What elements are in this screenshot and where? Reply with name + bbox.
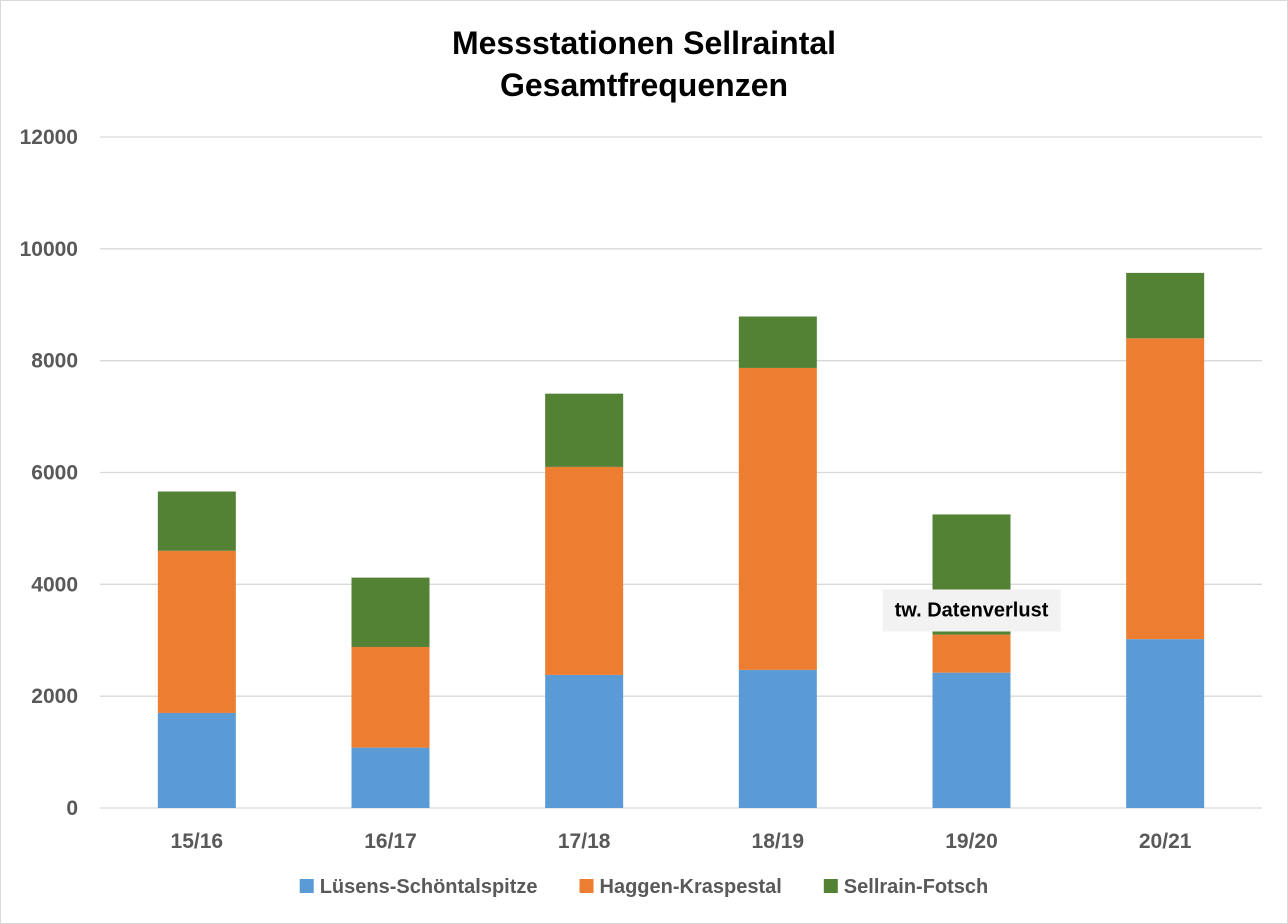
y-tick-label: 0 <box>66 797 78 820</box>
annotation-box <box>882 589 1061 632</box>
y-tick-label: 10000 <box>20 238 78 261</box>
gridlines <box>100 136 1262 809</box>
legend-label: Haggen-Kraspestal <box>600 876 782 898</box>
bar-segment <box>351 747 430 808</box>
y-tick-label: 6000 <box>31 462 78 485</box>
chart-title: Messstationen Sellraintal Gesamtfrequenz… <box>0 22 1288 106</box>
legend-swatch <box>579 879 594 893</box>
y-tick-label: 4000 <box>31 573 78 596</box>
bar-segment <box>157 712 236 808</box>
bar-segment <box>157 491 236 551</box>
bar-segment <box>545 674 624 808</box>
bar-segment <box>157 550 236 713</box>
bar-segment <box>738 669 817 808</box>
bar-segment <box>932 634 1011 673</box>
x-axis-ticks: 15/16 16/17 17/18 18/19 19/20 20/21 <box>171 830 1192 853</box>
legend-label: Sellrain-Fotsch <box>844 876 988 898</box>
bar-segment <box>1126 338 1205 640</box>
legend-label: Lüsens-Schöntalspitze <box>320 876 538 898</box>
legend-swatch <box>823 879 838 893</box>
chart-title-line-2: Gesamtfrequenzen <box>499 67 789 103</box>
bar-segment <box>738 367 817 670</box>
annotation-text: tw. Datenverlust <box>895 599 1049 621</box>
legend: Lüsens-Schöntalspitze Haggen-Kraspestal Se… <box>299 876 988 898</box>
bar-segment <box>351 646 430 748</box>
bar-segment <box>932 672 1011 808</box>
x-tick-label: 15/16 <box>171 830 224 853</box>
bar-segment <box>545 393 624 467</box>
bar-segment <box>545 466 624 675</box>
x-tick-label: 18/19 <box>752 830 805 853</box>
x-tick-label: 16/17 <box>364 830 417 853</box>
x-tick-label: 20/21 <box>1139 830 1192 853</box>
legend-swatch <box>299 879 314 893</box>
legend-item: Sellrain-Fotsch <box>823 876 988 898</box>
annotation: tw. Datenverlust <box>882 589 1061 632</box>
x-tick-label: 19/20 <box>945 830 998 853</box>
y-tick-label: 8000 <box>31 350 78 373</box>
y-axis-ticks: 0 2000 4000 6000 8000 10000 12000 <box>20 126 78 820</box>
y-tick-label: 12000 <box>20 126 78 149</box>
bar-segment <box>351 577 430 647</box>
bars <box>157 272 1205 808</box>
bar-segment <box>738 316 817 368</box>
bar-segment <box>1126 272 1205 339</box>
bar-segment <box>1126 639 1205 808</box>
legend-item: Haggen-Kraspestal <box>579 876 782 898</box>
y-tick-label: 2000 <box>31 685 78 708</box>
x-tick-label: 17/18 <box>558 830 611 853</box>
chart-title-line-1: Messstationen Sellraintal <box>451 25 837 61</box>
legend-item: Lüsens-Schöntalspitze <box>299 876 538 898</box>
